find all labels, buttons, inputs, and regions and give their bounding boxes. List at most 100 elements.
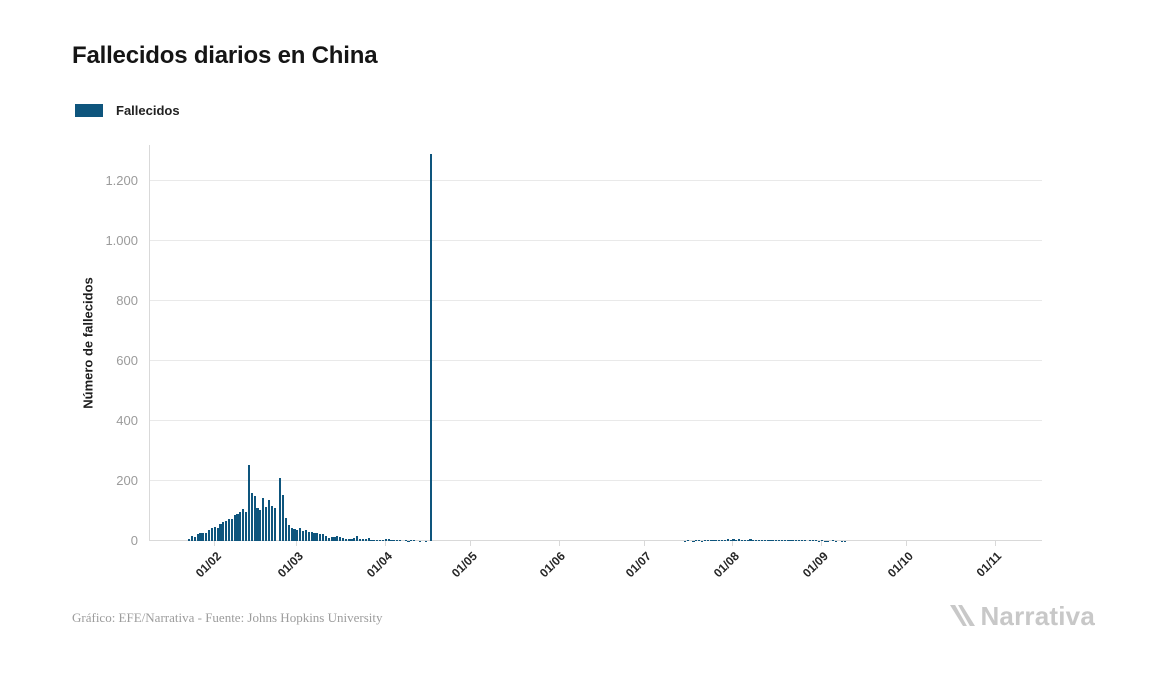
bar[interactable]	[262, 498, 265, 541]
bar[interactable]	[339, 536, 342, 541]
bar[interactable]	[404, 540, 407, 541]
bar[interactable]	[313, 532, 316, 541]
bar[interactable]	[384, 538, 387, 541]
legend[interactable]: Fallecidos	[75, 103, 180, 118]
bar[interactable]	[205, 533, 208, 541]
bar[interactable]	[738, 539, 741, 541]
bar[interactable]	[396, 540, 399, 541]
bar[interactable]	[712, 540, 715, 541]
bar[interactable]	[364, 539, 367, 541]
bar[interactable]	[795, 540, 798, 541]
bar[interactable]	[797, 540, 801, 541]
bar[interactable]	[293, 529, 296, 541]
bar[interactable]	[390, 539, 393, 541]
bar[interactable]	[732, 539, 735, 541]
bar[interactable]	[760, 539, 764, 541]
bar[interactable]	[259, 509, 262, 541]
bar[interactable]	[287, 525, 290, 541]
bar[interactable]	[193, 536, 196, 541]
bar[interactable]	[242, 508, 245, 541]
bar[interactable]	[758, 540, 761, 541]
bar[interactable]	[327, 537, 330, 541]
bar[interactable]	[820, 540, 823, 541]
bar[interactable]	[210, 528, 213, 541]
bar[interactable]	[273, 508, 276, 541]
bar[interactable]	[196, 533, 199, 541]
bar[interactable]	[413, 540, 416, 541]
bar[interactable]	[216, 527, 219, 541]
bar[interactable]	[376, 539, 379, 541]
bar[interactable]	[222, 521, 225, 541]
bar[interactable]	[347, 539, 350, 541]
bar[interactable]	[815, 540, 818, 541]
bar[interactable]	[370, 539, 373, 541]
bar[interactable]	[398, 540, 402, 541]
bar[interactable]	[729, 539, 732, 541]
bar[interactable]	[780, 540, 783, 541]
bar[interactable]	[310, 532, 313, 541]
bar[interactable]	[239, 511, 242, 541]
bar[interactable]	[766, 539, 769, 541]
bar[interactable]	[296, 529, 299, 541]
bar[interactable]	[279, 478, 282, 541]
bar[interactable]	[755, 539, 758, 541]
bar[interactable]	[387, 539, 390, 541]
bar[interactable]	[302, 531, 305, 541]
bar[interactable]	[353, 538, 356, 541]
bar[interactable]	[227, 519, 231, 541]
bar[interactable]	[336, 536, 339, 541]
bar[interactable]	[190, 536, 194, 541]
bar[interactable]	[359, 538, 362, 541]
bar[interactable]	[199, 533, 202, 541]
bar[interactable]	[202, 533, 205, 541]
bar[interactable]	[720, 540, 724, 541]
bar[interactable]	[233, 515, 236, 541]
bar[interactable]	[350, 538, 353, 541]
bar[interactable]	[282, 494, 285, 541]
bar[interactable]	[800, 540, 803, 541]
bar[interactable]	[304, 529, 308, 541]
bar[interactable]	[723, 539, 726, 541]
bar[interactable]	[341, 537, 345, 541]
bar[interactable]	[225, 521, 228, 541]
bar[interactable]	[749, 539, 752, 541]
bar[interactable]	[381, 539, 384, 541]
bar[interactable]	[746, 539, 749, 541]
bar[interactable]	[245, 511, 248, 541]
bar[interactable]	[709, 539, 712, 541]
bar[interactable]	[321, 534, 325, 541]
bar[interactable]	[775, 539, 778, 541]
bar[interactable]	[267, 499, 270, 541]
bar[interactable]	[316, 532, 319, 541]
bar[interactable]	[333, 537, 336, 541]
bar[interactable]	[743, 539, 746, 541]
bar[interactable]	[718, 539, 721, 541]
bar[interactable]	[330, 537, 333, 541]
bar[interactable]	[769, 540, 772, 541]
bar[interactable]	[373, 540, 376, 541]
bar[interactable]	[792, 540, 795, 541]
bar[interactable]	[188, 538, 191, 541]
bar[interactable]	[809, 540, 812, 541]
bar[interactable]	[786, 540, 789, 541]
bar[interactable]	[783, 539, 786, 541]
bar[interactable]	[695, 540, 698, 541]
bar[interactable]	[207, 529, 211, 541]
bar[interactable]	[213, 527, 216, 541]
bar[interactable]	[367, 538, 370, 541]
bar[interactable]	[410, 540, 413, 541]
bar[interactable]	[299, 528, 302, 541]
bar[interactable]	[284, 518, 288, 541]
bar[interactable]	[832, 540, 835, 541]
bar[interactable]	[230, 519, 233, 541]
bar[interactable]	[726, 539, 729, 541]
bar[interactable]	[253, 496, 256, 541]
bar[interactable]	[686, 540, 689, 541]
bar[interactable]	[250, 493, 253, 541]
bar[interactable]	[319, 534, 322, 541]
bar[interactable]	[772, 540, 775, 541]
bar[interactable]	[740, 539, 744, 541]
bar[interactable]	[393, 540, 396, 541]
bar[interactable]	[812, 540, 815, 541]
bar[interactable]	[264, 506, 268, 541]
